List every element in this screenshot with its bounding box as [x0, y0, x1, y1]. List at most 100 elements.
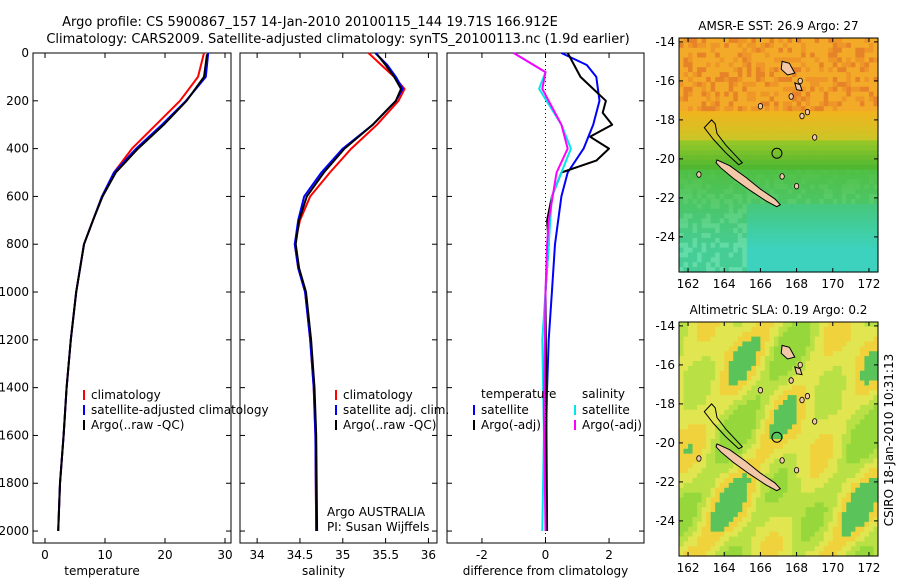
sla_map-cell	[828, 507, 834, 513]
sst_map-cell	[832, 86, 838, 93]
sla_map-cell	[706, 365, 712, 372]
sla_map-cell	[841, 551, 847, 557]
sla_map-cell	[692, 478, 698, 484]
sst_map-cell	[805, 159, 811, 166]
sla_map-cell	[819, 517, 825, 523]
sla_map-cell	[859, 487, 866, 494]
sla_map-cell	[773, 521, 780, 528]
sla_map-cell	[737, 521, 743, 528]
sst_map-cell	[801, 135, 807, 141]
sst_map-cell	[683, 218, 689, 224]
sst_map-cell	[769, 233, 775, 239]
sst_map-cell	[837, 130, 843, 137]
sst_map-cell	[724, 86, 730, 93]
sla_map-cell	[778, 380, 784, 386]
sla_map-cell	[751, 478, 757, 484]
sst_map-cell	[701, 194, 707, 200]
sla_map-cell	[755, 536, 762, 542]
sst_map-cell	[859, 242, 866, 249]
sst_map-cell	[710, 228, 716, 234]
sst_map-cell	[832, 130, 838, 137]
sla_map-cell	[864, 331, 870, 338]
sst_map-cell	[846, 203, 852, 210]
sla_map-cell	[855, 546, 861, 552]
sla_map-cell	[733, 414, 739, 421]
sst_map-cell	[801, 189, 807, 195]
sst_map-cell	[769, 145, 775, 151]
sla_map-cell	[701, 551, 707, 557]
sla_map-cell	[706, 448, 712, 455]
sla_map-cell	[796, 473, 802, 479]
sst_map-cell	[683, 42, 689, 49]
sst_map-cell	[710, 213, 716, 219]
sla_map-cell	[837, 517, 843, 523]
sst_map-cell	[828, 96, 834, 102]
sla_map-cell	[778, 478, 784, 484]
sla_map-cell	[724, 502, 730, 508]
sst_map-cell	[728, 111, 734, 117]
sst_map-cell	[841, 140, 847, 146]
sst_map-cell	[855, 213, 861, 219]
sla_map-cell	[728, 390, 734, 396]
sla_map-cell	[787, 404, 793, 411]
sla_map-cell	[751, 443, 757, 450]
sla_map-cell	[742, 521, 748, 528]
sla_map-cell	[873, 487, 879, 494]
sst_map-cell	[715, 140, 721, 146]
sst_map-cell	[819, 174, 825, 180]
sla_map-cell	[760, 531, 766, 538]
sla_map-cell	[819, 414, 825, 421]
sst_map-cell	[828, 91, 834, 98]
sla_map-cell	[783, 414, 789, 421]
sla_map-cell	[764, 507, 771, 513]
sst_map-cell	[697, 77, 703, 83]
sst_map-cell	[846, 194, 852, 200]
sst_map-cell	[755, 38, 762, 44]
sla_map-cell	[850, 443, 856, 450]
sst_map-cell	[801, 150, 807, 156]
sst_map-cell	[828, 257, 834, 263]
sst_map-cell	[692, 179, 698, 185]
sla_map-cell	[868, 478, 875, 484]
sla_map-cell	[801, 409, 807, 416]
sst_map-cell	[778, 101, 784, 107]
sst_map-cell	[859, 135, 866, 141]
sst_map-cell	[688, 189, 694, 195]
sst_map-cell	[819, 179, 825, 185]
sst_map-cell	[778, 228, 784, 234]
sla_map-cell	[679, 507, 685, 513]
sla_map-cell	[697, 346, 703, 352]
sst_map-cell	[706, 81, 712, 88]
sla_map-cell	[764, 443, 771, 450]
sla_map-cell	[688, 365, 694, 372]
sla_map-cell	[683, 356, 689, 362]
sst_map-cell	[706, 145, 712, 151]
sst_map-cell	[814, 77, 820, 83]
sla_map-cell	[737, 502, 743, 508]
sst_map-cell	[733, 77, 739, 83]
sla_map-cell	[742, 395, 748, 401]
sst_map-cell	[837, 67, 843, 73]
sla_map-cell	[710, 400, 716, 406]
sla_map-cell	[778, 365, 784, 372]
sst_map-cell	[728, 237, 734, 244]
sst_map-cell	[679, 247, 685, 254]
sst_map-cell	[841, 150, 847, 156]
sla_map-cell	[841, 541, 847, 547]
sla_map-cell	[864, 439, 870, 445]
sst_map-cell	[810, 198, 816, 205]
sst_map-cell	[868, 72, 875, 78]
sla_map-cell	[783, 478, 789, 484]
sla_map-cell	[706, 482, 712, 489]
sla_map-cell	[832, 400, 838, 406]
sla_map-cell	[841, 453, 847, 460]
sst_map-cell	[837, 252, 843, 258]
sla_map-cell	[850, 336, 856, 343]
sla_map-cell	[841, 512, 847, 518]
sst_map-cell	[855, 189, 861, 195]
sla_map-cell	[683, 375, 689, 382]
sst_map-cell	[742, 213, 748, 219]
sst_map-cell	[778, 120, 784, 127]
sst_map-cell	[783, 57, 789, 63]
sst_map-cell	[706, 52, 712, 59]
